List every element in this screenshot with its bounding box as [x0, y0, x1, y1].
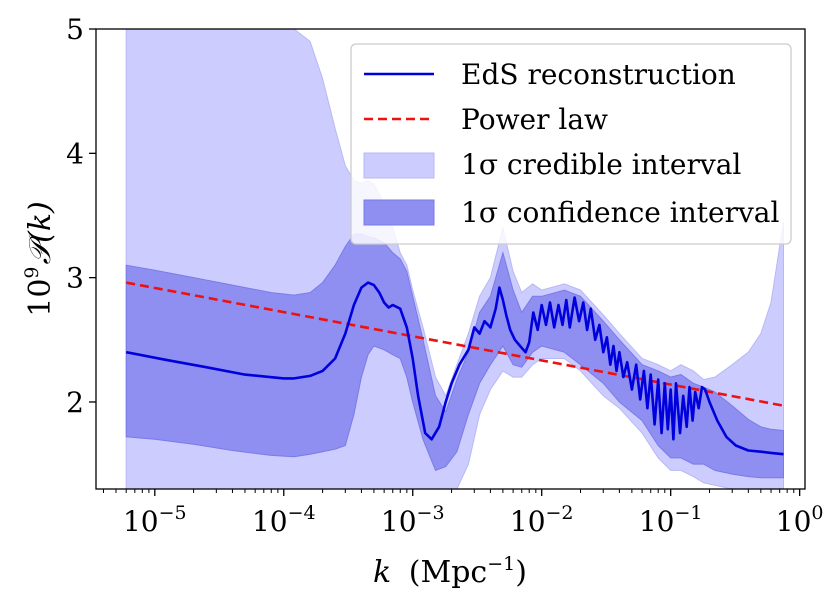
- x-axis-label-exp: −1: [487, 553, 515, 575]
- legend-label-power-law: Power law: [461, 103, 608, 136]
- y-axis-label-sym: 𝒫(k): [23, 201, 58, 264]
- y-axis-label-exp: 9: [21, 266, 43, 278]
- x-tick-label: 10−3: [381, 502, 445, 538]
- legend-label-reconstruction: EdS reconstruction: [461, 58, 736, 91]
- x-axis: 10−5 10−4 10−3 10−2 10−1 100: [102, 489, 824, 538]
- x-tick-label: 10−4: [252, 502, 316, 538]
- legend-swatch-confidence: [363, 199, 435, 226]
- x-axis-label-unit: (Mpc: [409, 555, 487, 590]
- y-axis-label-coef: 10: [23, 279, 58, 317]
- legend-label-confidence: 1σ confidence interval: [461, 196, 779, 229]
- series-lines: [125, 281, 784, 456]
- y-tick-label: 2: [66, 386, 84, 419]
- y-axis: 2 3 4 5: [66, 13, 96, 419]
- x-tick-label: 100: [776, 502, 824, 538]
- y-tick-label: 3: [66, 262, 84, 295]
- svg-text:k (Mpc−1): k (Mpc−1): [373, 553, 527, 590]
- y-tick-label: 4: [66, 137, 84, 170]
- svg-text:109𝒫(k): 109 𝒫(k): [21, 201, 58, 317]
- legend-swatch-credible: [363, 152, 435, 179]
- x-tick-label: 10−5: [123, 502, 187, 538]
- x-axis-label: k (Mpc−1): [373, 553, 527, 590]
- reconstruction-line: [125, 281, 784, 456]
- x-tick-label: 10−1: [639, 502, 703, 538]
- x-tick-label: 10−2: [510, 502, 574, 538]
- y-tick-label: 5: [66, 13, 84, 46]
- confidence-interval-band: [125, 233, 784, 479]
- x-axis-label-var: k: [373, 555, 391, 590]
- legend: EdS reconstruction Power law 1σ credible…: [350, 43, 792, 245]
- plot-frame: [95, 28, 806, 490]
- legend-box: [350, 43, 792, 245]
- y-axis-label: 109 𝒫(k): [21, 201, 58, 317]
- legend-label-credible: 1σ credible interval: [461, 148, 741, 181]
- x-axis-label-close: ): [515, 555, 527, 590]
